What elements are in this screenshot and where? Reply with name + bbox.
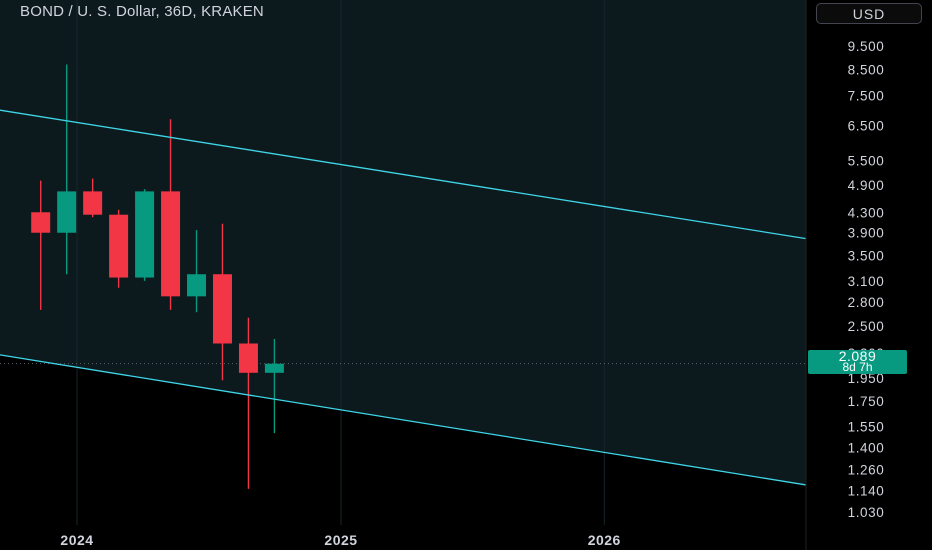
grid-lines [76,0,605,525]
price-tick-label: 1.550 [848,419,885,434]
time-tick-label: 2025 [324,532,357,548]
candle-body [264,363,284,373]
price-axis-background [806,0,932,550]
last-price-value: 2.089 [838,348,877,364]
price-tick-label: 1.260 [848,463,885,478]
candle-body [212,274,232,344]
price-tick-label: 9.500 [848,39,885,54]
last-price-badge: 2.089 8d 7h [808,348,907,374]
currency-button[interactable]: USD [816,3,922,24]
price-tick-label: 7.500 [848,89,885,104]
price-tick-label: 1.400 [848,441,885,456]
price-tick-label: 3.100 [848,274,885,289]
chart-title: BOND / U. S. Dollar, 36D, KRAKEN [20,3,264,20]
price-tick-label: 1.140 [848,484,885,499]
candle-body [31,212,51,233]
candle-body [109,214,129,278]
price-tick-label: 6.500 [848,119,885,134]
time-tick-label: 2024 [60,532,93,548]
candle-body [161,191,181,297]
price-tick-label: 2.500 [848,319,885,334]
price-tick-label: 3.500 [848,248,885,263]
time-tick-label: 2026 [588,532,621,548]
bar-countdown: 8d 7h [842,360,873,374]
candle-body [83,191,103,215]
price-tick-label: 2.800 [848,295,885,310]
price-tick-label: 5.500 [848,154,885,169]
price-tick-label: 1.950 [848,371,885,386]
channel-line-lower[interactable] [0,354,807,486]
price-tick-label: 1.750 [848,394,885,409]
price-tick-label: 4.900 [848,178,885,193]
price-tick-label: 4.300 [848,205,885,220]
channel-lines [0,109,807,486]
candle-body [135,191,155,278]
price-tick-label: 8.500 [848,62,885,77]
candles-group [31,64,284,489]
candle-body [238,343,258,373]
candle-body [57,191,77,233]
price-tick-label: 3.900 [848,226,885,241]
time-axis-ticks[interactable]: 2024 2025 2026 [60,532,620,548]
channel-line-upper[interactable] [0,109,807,240]
price-tick-label: 1.030 [848,505,885,520]
candle-body [187,274,207,297]
